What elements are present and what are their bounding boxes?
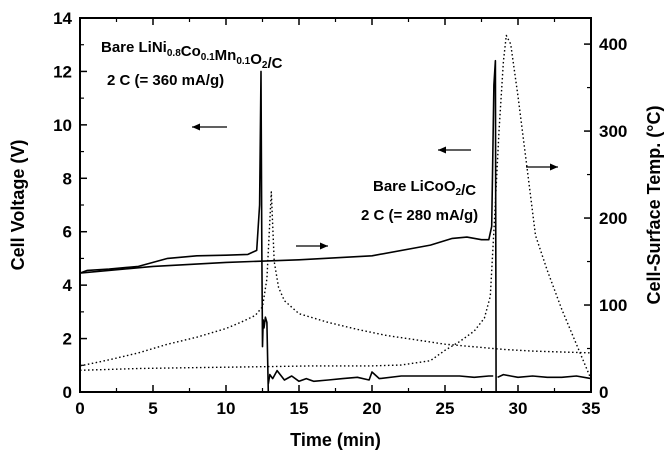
annotation-lco-label: Bare LiCoO2/C [373, 178, 476, 199]
x-tick-label: 0 [75, 399, 84, 418]
series-line-5 [79, 191, 592, 367]
y-axis-right-title: Cell-Surface Temp. (°C) [644, 106, 664, 305]
y-left-tick-label: 2 [63, 330, 72, 349]
series-line-1 [79, 70, 270, 393]
series-line-3 [79, 59, 497, 393]
arrow-lco-temp-head [550, 163, 558, 171]
arrow-ncm-temp-head [320, 242, 328, 250]
y-right-tick-label: 100 [599, 296, 627, 315]
y-left-tick-label: 8 [63, 169, 72, 188]
annotation-ncm-rate: 2 C (= 360 mA/g) [107, 72, 224, 89]
series-line-4 [497, 373, 592, 380]
arrow-lco-voltage-head [438, 146, 446, 154]
x-tick-label: 20 [363, 399, 382, 418]
annotations: Bare LiNi0.8Co0.1Mn0.1O2/C2 C (= 360 mA/… [101, 39, 558, 250]
x-tick-label: 35 [582, 399, 601, 418]
y-axis-left-title: Cell Voltage (V) [8, 140, 28, 271]
annotation-lco-rate: 2 C (= 280 mA/g) [361, 207, 478, 224]
y-left-tick-label: 12 [53, 62, 72, 81]
x-tick-label: 30 [509, 399, 528, 418]
y-left-tick-label: 0 [63, 383, 72, 402]
x-tick-label: 25 [436, 399, 455, 418]
series-line-2 [267, 369, 494, 385]
y-right-tick-label: 200 [599, 209, 627, 228]
annotation-ncm-label: Bare LiNi0.8Co0.1Mn0.1O2/C [101, 39, 283, 72]
x-axis-title: Time (min) [290, 430, 381, 450]
y-left-tick-label: 4 [63, 276, 73, 295]
y-left-tick-label: 6 [63, 223, 72, 242]
y-left-tick-label: 14 [53, 9, 72, 28]
x-tick-label: 10 [217, 399, 236, 418]
x-tick-label: 5 [148, 399, 157, 418]
y-right-tick-label: 400 [599, 35, 627, 54]
y-left-tick-label: 10 [53, 116, 72, 135]
arrow-ncm-voltage-head [192, 123, 200, 131]
series-layer [79, 34, 592, 393]
y-right-tick-label: 300 [599, 122, 627, 141]
y-right-tick-label: 0 [599, 383, 608, 402]
x-tick-label: 15 [290, 399, 309, 418]
